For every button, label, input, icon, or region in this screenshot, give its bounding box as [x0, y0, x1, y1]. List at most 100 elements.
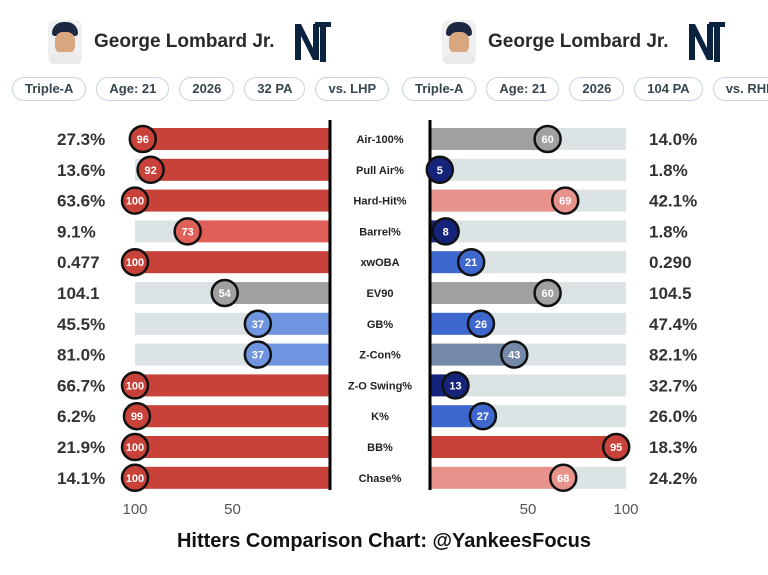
left-percentile-label: 100 — [126, 196, 144, 208]
left-bar — [135, 251, 330, 274]
left-player-headshot — [48, 20, 82, 64]
right-percentile-label: 43 — [508, 350, 520, 362]
left-percentile-dot — [120, 432, 150, 462]
right-bar — [430, 282, 548, 304]
yankees-logo — [294, 22, 331, 62]
split-pill[interactable]: vs. LHP — [315, 77, 390, 101]
right-raw-value: 82.1% — [649, 346, 697, 365]
left-percentile-dot — [128, 124, 158, 154]
right-percentile-label: 21 — [465, 257, 477, 269]
right-raw-value: 104.5 — [649, 284, 692, 303]
right-bar — [430, 189, 566, 212]
right-percentile-label: 8 — [443, 226, 449, 238]
left-bar — [136, 405, 330, 428]
left-percentile-label: 54 — [219, 288, 232, 300]
age-pill[interactable]: Age: 21 — [486, 77, 560, 101]
left-bar — [135, 189, 330, 212]
right-percentile-label: 60 — [541, 134, 553, 146]
category-label: xwOBA — [360, 257, 399, 269]
left-percentile-label: 96 — [137, 134, 149, 146]
left-raw-value: 13.6% — [57, 161, 105, 180]
right-raw-value: 47.4% — [649, 315, 697, 334]
left-percentile-dot — [173, 217, 202, 246]
right-axis-tick: 50 — [520, 501, 537, 518]
left-bar — [142, 128, 330, 150]
left-axis-tick: 50 — [224, 501, 241, 518]
left-raw-value: 6.2% — [57, 407, 96, 426]
right-bar-track — [430, 374, 626, 397]
left-raw-value: 21.9% — [57, 438, 105, 457]
right-percentile-label: 69 — [559, 196, 571, 208]
right-percentile-dot — [500, 340, 529, 369]
left-percentile-label: 37 — [252, 319, 264, 331]
right-bar — [430, 343, 515, 366]
right-percentile-dot — [466, 309, 496, 339]
season-pill[interactable]: 2026 — [569, 77, 625, 101]
left-raw-value: 63.6% — [57, 192, 105, 211]
age-pill[interactable]: Age: 21 — [96, 77, 170, 101]
left-percentile-dot — [122, 401, 152, 431]
left-bar — [150, 158, 330, 181]
left-axis-tick: 100 — [122, 501, 147, 518]
right-raw-value: 1.8% — [649, 222, 688, 241]
right-percentile-dot — [468, 401, 498, 431]
split-pill[interactable]: vs. RHP — [712, 77, 768, 101]
yankees-logo — [688, 22, 725, 62]
left-raw-value: 45.5% — [57, 315, 105, 334]
left-percentile-dot — [243, 340, 273, 369]
right-percentile-dot — [549, 463, 578, 493]
right-player-filters: Triple-A Age: 21 2026 104 PA vs. RHP — [402, 77, 768, 101]
category-label: Z-O Swing% — [348, 380, 412, 392]
pa-pill[interactable]: 32 PA — [244, 77, 306, 101]
level-pill[interactable]: Triple-A — [12, 77, 87, 101]
right-percentile-label: 68 — [557, 473, 569, 485]
right-percentile-dot — [431, 217, 460, 246]
left-percentile-label: 99 — [131, 411, 143, 423]
left-raw-value: 9.1% — [57, 222, 96, 241]
right-percentile-label: 26 — [475, 319, 487, 331]
left-raw-value: 0.477 — [57, 253, 100, 272]
left-percentile-dot — [210, 278, 239, 308]
right-percentile-label: 13 — [449, 380, 461, 392]
right-bar-track — [430, 220, 626, 243]
right-player-headshot — [442, 20, 476, 64]
chart-footer: Hitters Comparison Chart: @YankeesFocus — [176, 530, 592, 552]
category-label: GB% — [367, 319, 394, 331]
left-percentile-dot — [120, 247, 150, 277]
left-percentile-label: 100 — [126, 442, 144, 454]
right-bar — [430, 436, 617, 458]
right-percentile-dot — [550, 186, 580, 215]
left-percentile-dot — [120, 371, 150, 400]
category-label: Pull Air% — [356, 165, 404, 177]
category-label: Air-100% — [356, 134, 403, 146]
left-percentile-label: 100 — [126, 473, 144, 485]
right-bar-track — [430, 158, 626, 181]
season-pill[interactable]: 2026 — [179, 77, 235, 101]
right-raw-value: 18.3% — [649, 438, 697, 457]
right-raw-value: 1.8% — [649, 161, 688, 180]
left-percentile-dot — [120, 463, 150, 493]
category-label: EV90 — [367, 288, 394, 300]
left-percentile-label: 100 — [126, 380, 144, 392]
right-percentile-dot — [601, 432, 631, 462]
level-pill[interactable]: Triple-A — [402, 77, 477, 101]
pa-pill[interactable]: 104 PA — [634, 77, 703, 101]
left-bar — [187, 220, 330, 243]
category-label: Chase% — [359, 473, 402, 485]
left-bar — [135, 374, 330, 397]
left-raw-value: 104.1 — [57, 284, 100, 303]
right-bar — [430, 466, 564, 489]
right-raw-value: 0.290 — [649, 253, 692, 272]
right-bar — [430, 128, 548, 150]
right-raw-value: 24.2% — [649, 469, 697, 488]
left-percentile-label: 92 — [144, 165, 156, 177]
right-percentile-label: 95 — [610, 442, 622, 454]
left-raw-value: 27.3% — [57, 130, 105, 149]
right-raw-value: 14.0% — [649, 130, 697, 149]
left-bar — [135, 466, 330, 489]
left-percentile-dot — [136, 155, 165, 185]
left-bar — [257, 312, 330, 335]
right-percentile-dot — [533, 278, 562, 308]
right-percentile-label: 5 — [437, 165, 443, 177]
